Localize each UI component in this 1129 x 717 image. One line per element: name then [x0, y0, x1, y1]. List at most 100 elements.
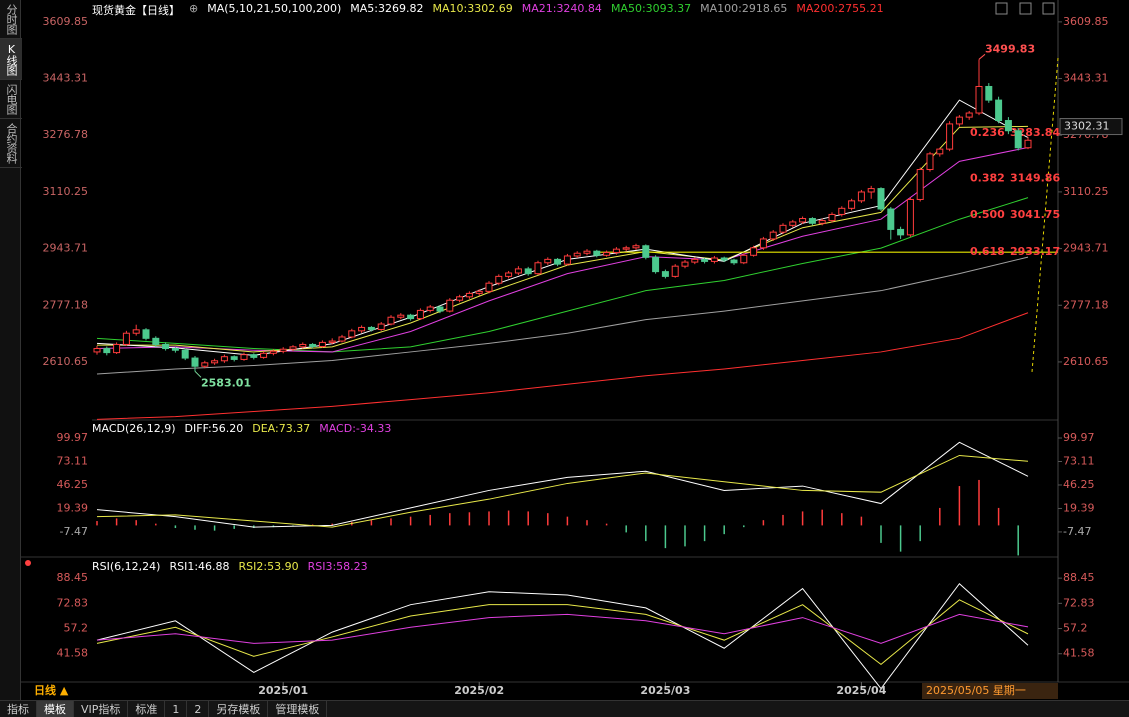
y-tick-label: 88.45 [57, 571, 89, 584]
candle-body [103, 348, 111, 354]
y-tick-label: 2777.18 [43, 298, 89, 311]
tab[interactable]: 管理模板 [268, 701, 328, 717]
ma-params: MA(5,10,21,50,100,200) [207, 2, 342, 15]
indicator-value: DIFF:56.20 [184, 422, 244, 435]
candle-body [720, 257, 728, 261]
settings-dot[interactable] [25, 560, 31, 566]
candle-body [514, 268, 522, 274]
candle-body [240, 354, 248, 360]
candle-body [93, 348, 101, 353]
rsi-header: RSI(6,12,24) RSI1:46.88 RSI2:53.90 RSI3:58.… [92, 560, 368, 573]
y-tick-label: 57.2 [64, 622, 89, 635]
candle-body [946, 123, 954, 150]
candle-body [348, 330, 356, 338]
candle-body [191, 357, 199, 367]
indicator-value: RSI(6,12,24) [92, 560, 161, 573]
window-icon[interactable] [995, 2, 1008, 15]
candle-body [436, 306, 444, 312]
candle-body [544, 258, 552, 264]
tab[interactable]: 指标 [0, 701, 37, 717]
candle-body [1004, 120, 1012, 132]
candle-body [416, 309, 424, 320]
candle-body [995, 99, 1003, 122]
side-tab[interactable]: K线图 [0, 39, 22, 80]
y-tick-label: 73.11 [57, 454, 89, 467]
y-tick-label: 46.25 [1063, 478, 1095, 491]
candle-body [1014, 130, 1022, 149]
ma-line [96, 256, 1029, 375]
y-tick-label: 72.83 [1063, 596, 1095, 609]
ma-value: MA100:2918.65 [700, 2, 788, 15]
indicator-line [96, 454, 1029, 528]
extreme-marker [194, 370, 202, 378]
candle-body [162, 343, 170, 350]
ma-line [96, 197, 1029, 353]
tab[interactable]: 另存模板 [209, 701, 269, 717]
y-tick-label: 46.25 [57, 478, 89, 491]
candle-body [936, 148, 944, 155]
zoom-icon[interactable]: ⊕ [189, 2, 199, 15]
indicator-value: MACD:-34.33 [319, 422, 392, 435]
ma-value: MA5:3269.82 [350, 2, 424, 15]
fib-price: 3149.86 [1010, 171, 1060, 184]
candle-body [789, 221, 797, 226]
candle-body [906, 198, 914, 236]
y-tick-label: 57.2 [1063, 622, 1088, 635]
window-icon[interactable] [1019, 2, 1032, 15]
candle-body [818, 220, 826, 224]
chart: 3609.853609.853443.313443.313276.783276.… [20, 0, 1129, 699]
candle-body [681, 261, 689, 267]
indicator-value: MACD(26,12,9) [92, 422, 176, 435]
y-tick-label: 2777.18 [1063, 298, 1109, 311]
extreme-label: 2583.01 [201, 376, 251, 389]
candle-body [926, 153, 934, 171]
candle-body [730, 259, 738, 264]
candle-body [808, 218, 816, 224]
tab[interactable]: VIP指标 [74, 701, 129, 717]
y-tick-label: 3609.85 [1063, 15, 1109, 28]
y-tick-label: 19.39 [57, 501, 89, 514]
ma-value: MA21:3240.84 [521, 2, 602, 15]
candle-body [426, 306, 434, 311]
candle-body [701, 258, 709, 262]
indicator-line [96, 582, 1029, 690]
candle-body [465, 292, 473, 298]
trend-line [1031, 57, 1059, 373]
candle-body [201, 362, 209, 367]
side-tab[interactable]: 合约资料 [0, 119, 22, 168]
price-header: 现货黄金【日线】 ⊕ MA(5,10,21,50,100,200) MA5:32… [92, 2, 884, 18]
side-tab[interactable]: 分时图 [0, 0, 22, 39]
window-icon[interactable] [1042, 2, 1055, 15]
candle-body [867, 188, 875, 193]
candle-body [857, 191, 865, 202]
candle-body [387, 316, 395, 325]
ma-line [96, 312, 1029, 420]
candle-body [485, 282, 493, 292]
candle-body [171, 348, 179, 351]
candle-body [318, 341, 326, 347]
candle-body [534, 262, 542, 275]
tab[interactable]: 模板 [37, 701, 74, 717]
y-tick-label: 3443.31 [43, 72, 89, 85]
candle-body [563, 255, 571, 265]
candle-body [220, 356, 228, 362]
side-tab[interactable]: 闪电图 [0, 80, 22, 119]
extreme-marker [978, 53, 986, 60]
candle-body [250, 354, 258, 358]
tab[interactable]: 2 [187, 701, 210, 717]
candle-body [603, 252, 611, 256]
candle-body [750, 247, 758, 256]
candle-body [769, 231, 777, 240]
candle-body [740, 254, 748, 264]
candle-body [691, 258, 699, 263]
tab[interactable]: 标准 [128, 701, 166, 717]
y-tick-label: 41.58 [57, 647, 89, 660]
tab[interactable]: 1 [165, 701, 188, 717]
candle-body [475, 290, 483, 294]
candle-body [142, 329, 150, 339]
y-tick-label: 3276.78 [43, 128, 89, 141]
crosshair-date-box [922, 683, 1058, 699]
date-label: 2025/03 [640, 684, 690, 697]
candle-body [407, 314, 415, 320]
